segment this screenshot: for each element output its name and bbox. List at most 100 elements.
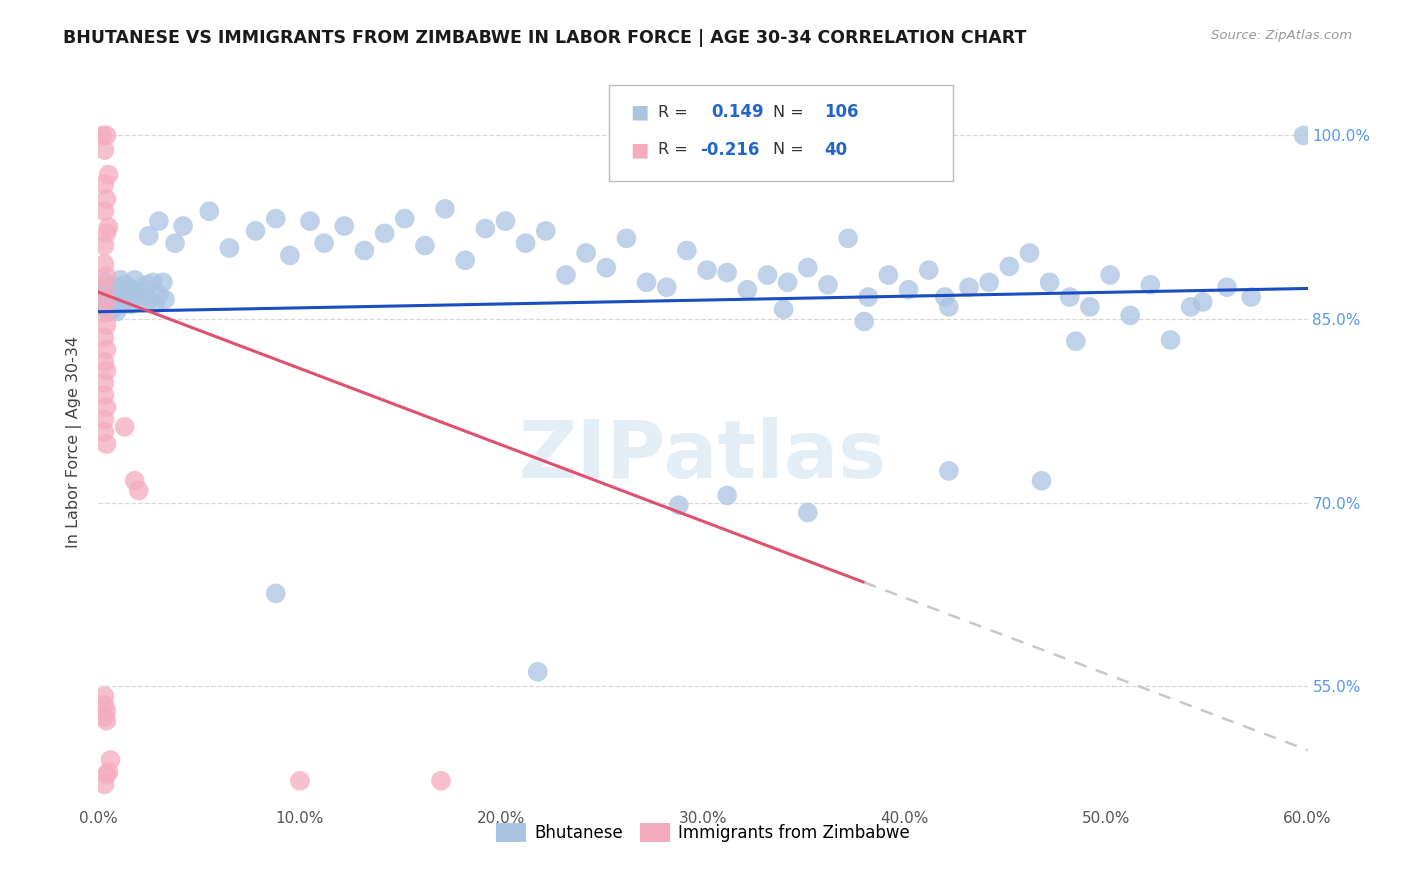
Point <box>575 246 598 260</box>
Point <box>120 297 142 311</box>
Point <box>96 704 118 718</box>
Point <box>1292 128 1315 143</box>
Point <box>148 214 170 228</box>
Y-axis label: In Labor Force | Age 30-34: In Labor Force | Age 30-34 <box>66 335 83 548</box>
Point <box>1139 277 1161 292</box>
Point <box>96 714 118 728</box>
Point <box>1240 290 1263 304</box>
Point <box>103 297 125 311</box>
Point <box>264 586 287 600</box>
Point <box>107 297 129 311</box>
Point <box>115 293 138 307</box>
Point <box>938 300 960 314</box>
Point <box>128 285 150 300</box>
Point <box>515 236 537 251</box>
Point <box>1078 300 1101 314</box>
Point <box>96 192 118 206</box>
Point <box>394 211 416 226</box>
Point <box>143 297 166 311</box>
Text: 0.149: 0.149 <box>711 103 763 121</box>
Text: R =: R = <box>658 105 693 120</box>
Point <box>1191 294 1213 309</box>
Point <box>93 276 115 290</box>
Point <box>918 263 941 277</box>
Point <box>118 280 141 294</box>
Point <box>135 277 157 292</box>
Point <box>96 767 118 781</box>
Point <box>1018 246 1040 260</box>
Text: 106: 106 <box>824 103 859 121</box>
Point <box>96 293 118 308</box>
Point <box>1031 474 1053 488</box>
Point <box>93 777 115 791</box>
Point <box>100 297 122 311</box>
Point <box>96 128 118 143</box>
Point <box>797 260 820 275</box>
Point <box>756 268 779 282</box>
Point <box>96 363 118 377</box>
Point <box>96 318 118 333</box>
Point <box>413 238 436 252</box>
Point <box>555 268 578 282</box>
Point <box>853 314 876 328</box>
Point <box>430 773 453 788</box>
Point <box>97 765 120 780</box>
Point <box>676 244 699 258</box>
Point <box>152 276 174 290</box>
Text: ■: ■ <box>630 103 648 122</box>
Point <box>858 290 880 304</box>
Point <box>93 376 115 390</box>
Point <box>101 302 124 317</box>
Point <box>128 483 150 498</box>
Point <box>218 241 240 255</box>
Point <box>668 498 690 512</box>
Point <box>132 290 155 304</box>
Point <box>877 268 900 282</box>
Point <box>288 773 311 788</box>
Point <box>616 231 638 245</box>
Point <box>776 276 799 290</box>
Point <box>103 280 125 294</box>
Point <box>110 273 132 287</box>
Point <box>299 214 322 228</box>
Legend: Bhutanese, Immigrants from Zimbabwe: Bhutanese, Immigrants from Zimbabwe <box>489 816 917 848</box>
Point <box>93 143 115 157</box>
Point <box>772 302 794 317</box>
Point <box>897 283 920 297</box>
Point <box>97 168 120 182</box>
Point <box>957 280 980 294</box>
Point <box>97 290 120 304</box>
Point <box>96 343 118 357</box>
Point <box>817 277 839 292</box>
Point <box>148 287 170 301</box>
Point <box>93 388 115 402</box>
Point <box>93 204 115 219</box>
Text: ■: ■ <box>630 140 648 160</box>
Point <box>1059 290 1081 304</box>
Point <box>107 280 129 294</box>
Point <box>938 464 960 478</box>
Point <box>93 178 115 192</box>
Point <box>198 204 221 219</box>
Point <box>353 244 375 258</box>
Point <box>374 227 396 241</box>
Point <box>278 248 301 262</box>
Point <box>264 211 287 226</box>
Point <box>93 710 115 724</box>
Point <box>114 420 136 434</box>
Point <box>534 224 557 238</box>
Point <box>245 224 267 238</box>
Point <box>495 214 517 228</box>
Text: Source: ZipAtlas.com: Source: ZipAtlas.com <box>1212 29 1353 42</box>
Point <box>716 488 738 502</box>
Point <box>797 506 820 520</box>
Point <box>1064 334 1087 348</box>
Point <box>93 297 115 311</box>
Point <box>93 425 115 439</box>
Point <box>105 287 128 301</box>
Point <box>163 236 186 251</box>
Point <box>97 304 120 318</box>
Point <box>100 280 122 294</box>
Point <box>998 260 1021 274</box>
Point <box>138 293 160 307</box>
